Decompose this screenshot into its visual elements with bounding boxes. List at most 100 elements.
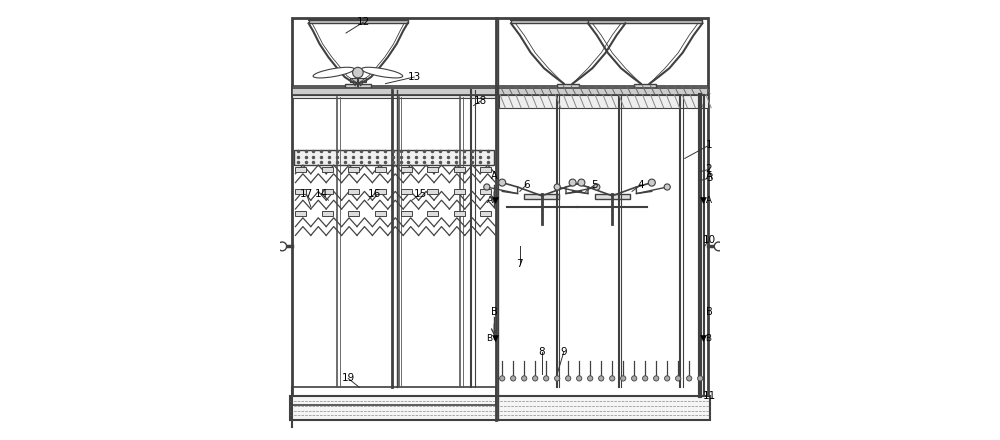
Bar (290, 396, 710, 420)
Text: 5: 5 (591, 180, 598, 190)
Text: 16: 16 (368, 189, 381, 198)
Bar (401, 167, 412, 172)
Text: ▼B: ▼B (700, 334, 713, 343)
Ellipse shape (313, 67, 354, 78)
Bar (634, 84, 656, 89)
Text: A▼: A▼ (486, 196, 499, 205)
Bar (375, 189, 386, 194)
Bar (345, 84, 371, 89)
Circle shape (499, 179, 506, 186)
Circle shape (511, 376, 516, 381)
Text: 3: 3 (706, 173, 712, 183)
Circle shape (599, 376, 604, 381)
Bar (498, 86, 708, 94)
Bar (480, 211, 491, 216)
Circle shape (544, 376, 549, 381)
Ellipse shape (361, 67, 403, 78)
Circle shape (484, 184, 490, 190)
Text: 17: 17 (300, 189, 313, 198)
Text: 4: 4 (637, 180, 644, 190)
Bar (350, 78, 366, 82)
Circle shape (610, 376, 615, 381)
Text: 19: 19 (342, 374, 355, 383)
Bar (427, 189, 438, 194)
Bar (480, 189, 491, 194)
Bar (294, 150, 494, 165)
Circle shape (687, 376, 692, 381)
Bar (292, 86, 496, 97)
Circle shape (643, 376, 648, 381)
Bar (454, 167, 465, 172)
Bar (309, 20, 408, 23)
Bar (588, 20, 702, 23)
Bar (292, 88, 496, 95)
Bar (499, 95, 708, 108)
Circle shape (588, 376, 593, 381)
Text: ▼A: ▼A (700, 196, 713, 205)
Bar (295, 189, 306, 194)
Bar (498, 88, 708, 95)
Text: 8: 8 (538, 347, 545, 357)
Circle shape (578, 179, 585, 186)
Text: 1: 1 (706, 140, 712, 150)
Circle shape (594, 184, 600, 190)
Bar (511, 20, 625, 23)
Bar (322, 189, 333, 194)
Bar (292, 387, 496, 405)
Bar (427, 167, 438, 172)
Text: 6: 6 (523, 180, 530, 190)
Circle shape (569, 179, 576, 186)
Text: 14: 14 (315, 189, 328, 198)
Bar (401, 189, 412, 194)
Circle shape (566, 376, 571, 381)
Circle shape (665, 376, 670, 381)
Circle shape (654, 376, 659, 381)
Bar (295, 167, 306, 172)
Text: 18: 18 (474, 96, 487, 106)
Text: 9: 9 (560, 347, 567, 357)
Bar (427, 211, 438, 216)
Bar (454, 211, 465, 216)
Text: 10: 10 (702, 235, 716, 245)
Bar (401, 211, 412, 216)
Circle shape (577, 376, 582, 381)
Bar (348, 167, 359, 172)
Bar (375, 167, 386, 172)
Text: 12: 12 (357, 17, 370, 27)
Circle shape (648, 179, 655, 186)
Circle shape (632, 376, 637, 381)
Text: 13: 13 (408, 72, 421, 82)
Circle shape (278, 242, 287, 251)
Bar (322, 167, 333, 172)
Text: A: A (491, 171, 498, 181)
Text: B: B (706, 308, 712, 317)
Text: A: A (706, 171, 712, 181)
Text: 7: 7 (516, 259, 523, 269)
Text: 2: 2 (706, 165, 712, 174)
Bar (454, 189, 465, 194)
Circle shape (664, 184, 670, 190)
Text: 15: 15 (414, 189, 427, 198)
Bar (322, 211, 333, 216)
Bar (348, 211, 359, 216)
Bar (292, 95, 496, 98)
Bar (375, 211, 386, 216)
Circle shape (533, 376, 538, 381)
Circle shape (500, 376, 505, 381)
Circle shape (714, 242, 723, 251)
Bar (295, 211, 306, 216)
Bar (524, 194, 559, 199)
Circle shape (554, 184, 560, 190)
Bar (348, 189, 359, 194)
Text: B▼: B▼ (486, 334, 499, 343)
Circle shape (621, 376, 626, 381)
Circle shape (522, 376, 527, 381)
Bar (480, 167, 491, 172)
Circle shape (676, 376, 681, 381)
Circle shape (353, 67, 363, 78)
Text: B: B (491, 308, 498, 317)
Circle shape (555, 376, 560, 381)
Bar (595, 194, 630, 199)
Circle shape (698, 376, 703, 381)
Text: 11: 11 (702, 391, 716, 401)
